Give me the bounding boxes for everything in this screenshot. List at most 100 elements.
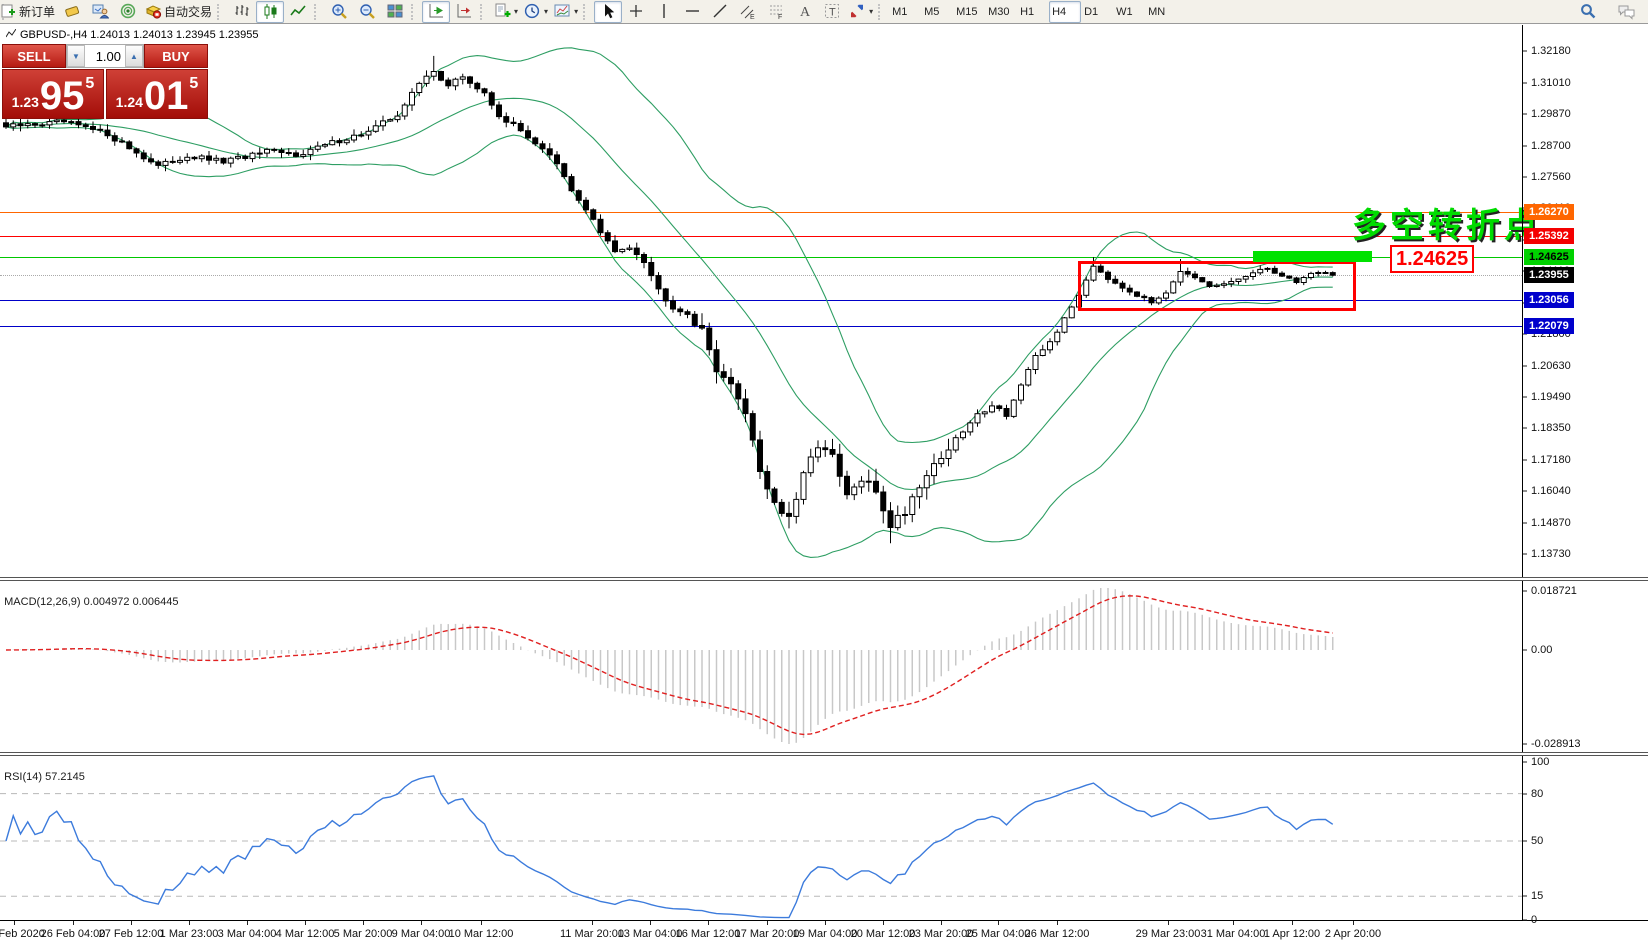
chat-button[interactable]	[1612, 1, 1640, 23]
svg-text:A: A	[800, 5, 811, 20]
horizontal-line-1.25392[interactable]	[0, 236, 1522, 237]
dropdown-caret-icon[interactable]: ▾	[514, 7, 519, 16]
horizontal-line-1.23056[interactable]	[0, 300, 1522, 301]
macd-label: MACD(12,26,9) 0.004972 0.006445	[4, 596, 179, 608]
chart-shift-button[interactable]	[450, 1, 478, 23]
time-tick-mark	[131, 921, 132, 925]
rsi-splitter[interactable]	[0, 752, 1648, 756]
indicators-list-button[interactable]: ▾	[491, 1, 521, 23]
equidistant-channel-button[interactable]: E	[734, 1, 762, 23]
timeframe-w1-button[interactable]: W1	[1113, 1, 1145, 23]
candlestick-plot[interactable]	[0, 25, 1522, 577]
buy-button[interactable]: BUY	[144, 44, 208, 68]
dropdown-caret-icon[interactable]: ▾	[574, 7, 579, 16]
indicators-list-icon	[494, 3, 511, 20]
turning-point-annotation[interactable]: 多空转折点	[1352, 207, 1542, 245]
sell-button[interactable]: SELL	[2, 44, 66, 68]
price-tag: 1.26270	[1524, 204, 1574, 220]
price-axis[interactable]: 1.26270 1.25392 1.24625 1.23955 1.23056 1.220…	[1522, 25, 1648, 926]
timeframe-m5-button[interactable]: M5	[921, 1, 953, 23]
time-tick-mark	[305, 921, 306, 925]
sell-price-small: 1.23	[11, 94, 39, 110]
navigator-button[interactable]	[114, 1, 142, 23]
macd-splitter[interactable]	[0, 577, 1648, 581]
time-tick-label: 25 Feb 2020	[0, 928, 45, 940]
timeframe-d1-button[interactable]: D1	[1081, 1, 1113, 23]
price-tick-label: 1.28700	[1531, 139, 1571, 152]
resistance-highlight-bar[interactable]	[1253, 251, 1372, 262]
consolidation-rectangle-drawing[interactable]	[1078, 261, 1356, 311]
tile-windows-button[interactable]	[381, 1, 409, 23]
svg-text:E: E	[750, 14, 755, 20]
zoom-out-button[interactable]	[353, 1, 381, 23]
price-tick-label: 1.14870	[1531, 516, 1571, 529]
auto-scroll-button[interactable]	[422, 0, 451, 23]
dropdown-caret-icon[interactable]: ▾	[869, 7, 874, 16]
autotrading-button[interactable]: 自动交易	[142, 1, 215, 23]
autotrading-icon	[145, 3, 162, 20]
market-watch-button[interactable]	[58, 1, 86, 23]
volume-increase-button[interactable]: ▲	[125, 45, 143, 67]
time-tick-mark	[1233, 921, 1234, 925]
cursor-button[interactable]	[594, 0, 623, 23]
time-tick-mark	[825, 921, 826, 925]
candlestick-chart-button[interactable]	[256, 0, 285, 23]
horizontal-line-1.24625[interactable]	[0, 257, 1522, 258]
vertical-line-button[interactable]	[650, 1, 678, 23]
fibonacci-button[interactable]: F	[762, 1, 790, 23]
horizontal-line-1.23955[interactable]	[0, 275, 1522, 276]
timeframe-h4-button[interactable]: H4	[1049, 0, 1082, 23]
macd-plot[interactable]	[0, 581, 1522, 752]
trendline-button[interactable]	[706, 1, 734, 23]
timeframe-h1-button[interactable]: H1	[1017, 1, 1049, 23]
time-tick-label: 25 Mar 04:00	[965, 928, 1031, 940]
bar-chart-button[interactable]	[228, 1, 256, 23]
price-tick-label: 1.19490	[1531, 390, 1571, 403]
new-order-button[interactable]: 新订单	[0, 1, 58, 23]
time-tick-label: 1 Mar 23:00	[159, 928, 219, 940]
volume-field[interactable]: 1.00	[95, 48, 121, 64]
rsi-tick-mark	[1523, 793, 1527, 795]
crosshair-button[interactable]	[622, 1, 650, 23]
price-tag: 1.22079	[1524, 318, 1574, 334]
timeframe-m15-button[interactable]: M15	[953, 1, 985, 23]
auto-scroll-icon	[428, 3, 445, 20]
autotrading-label: 自动交易	[164, 5, 213, 19]
zoom-in-button[interactable]	[325, 1, 353, 23]
time-tick-label: 4 Mar 12:00	[275, 928, 335, 940]
time-tick-label: 17 Mar 20:00	[734, 928, 800, 940]
rsi-plot[interactable]	[0, 756, 1522, 920]
text-label-button[interactable]: T	[818, 1, 846, 23]
chart-mini-icon	[5, 28, 17, 41]
horizontal-line-1.26270[interactable]	[0, 212, 1522, 213]
timeframe-m30-button[interactable]: M30	[985, 1, 1017, 23]
arrows-button[interactable]: ▾	[846, 1, 876, 23]
price-callout-label[interactable]: 1.24625	[1390, 245, 1475, 273]
line-chart-button[interactable]	[284, 1, 312, 23]
search-button[interactable]	[1574, 1, 1602, 23]
price-tick-label: 1.18350	[1531, 422, 1571, 434]
time-tick-mark	[592, 921, 593, 925]
time-tick-mark	[73, 921, 74, 925]
buy-price-display[interactable]: 1.24 01 5	[106, 69, 208, 119]
horizontal-line-1.22079[interactable]	[0, 326, 1522, 327]
timeframe-mn-button[interactable]: MN	[1145, 1, 1177, 23]
sell-price-display[interactable]: 1.23 95 5	[2, 69, 104, 119]
templates-button[interactable]: ▾	[551, 1, 581, 23]
volume-decrease-button[interactable]: ▼	[67, 45, 85, 67]
price-tick-label: 1.32180	[1531, 45, 1571, 57]
templates-icon	[554, 3, 571, 20]
time-tick-mark	[363, 921, 364, 925]
data-window-button[interactable]	[86, 1, 114, 23]
horizontal-line-button[interactable]	[678, 1, 706, 23]
price-tick-label: 1.17180	[1531, 453, 1571, 466]
timeframe-m1-button[interactable]: M1	[889, 1, 921, 23]
time-tick-label: 11 Mar 20:00	[559, 928, 625, 940]
dropdown-caret-icon[interactable]: ▾	[544, 7, 549, 16]
text-button[interactable]: A	[790, 1, 818, 23]
timeframe-m5-label: M5	[924, 5, 940, 18]
time-tick-label: 16 Mar 12:00	[675, 928, 741, 940]
periods-button[interactable]: ▾	[521, 1, 551, 23]
time-tick-label: 3 Mar 04:00	[217, 928, 277, 940]
